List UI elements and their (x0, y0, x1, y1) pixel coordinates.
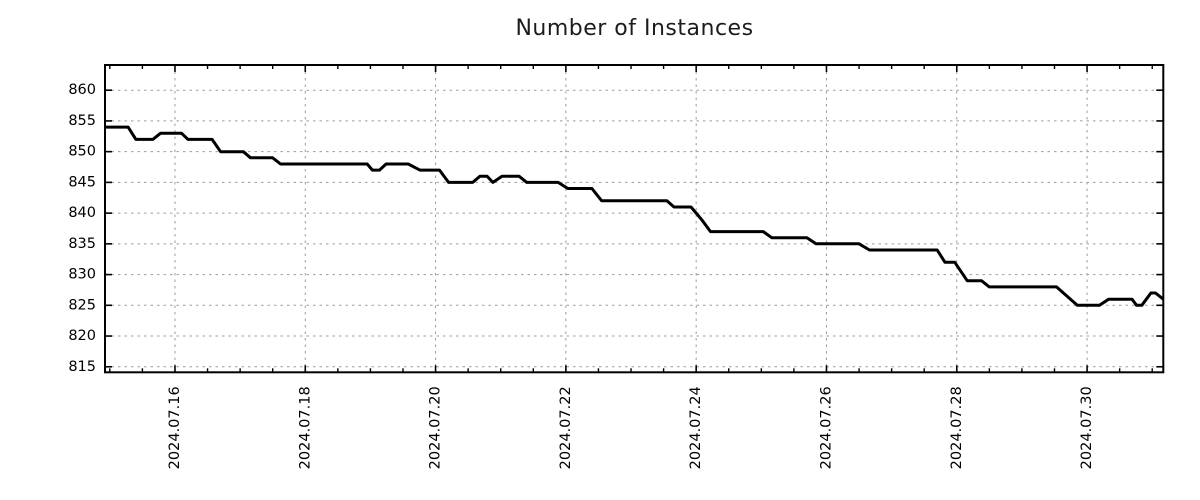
plot-border (104, 64, 1165, 374)
series-line (105, 125, 1165, 307)
y-tick-label: 855 (68, 113, 96, 129)
y-tick-label: 835 (68, 236, 96, 252)
x-tick-label: 2024.07.16 (167, 386, 183, 469)
chart-title: Number of Instances (515, 16, 754, 41)
x-tick-label: 2024.07.26 (818, 386, 834, 469)
y-tick-label: 830 (68, 267, 96, 283)
y-tick-label: 815 (68, 359, 96, 375)
y-tick-label: 825 (68, 297, 96, 313)
x-tick-label: 2024.07.30 (1079, 386, 1095, 469)
x-tick-label: 2024.07.28 (949, 386, 965, 469)
x-tick-label: 2024.07.24 (688, 386, 704, 469)
x-tick-label: 2024.07.18 (297, 386, 313, 469)
y-tick-label: 845 (68, 174, 96, 190)
y-tick-label: 820 (68, 328, 96, 344)
y-tick-label: 850 (68, 144, 96, 160)
x-tick-label: 2024.07.22 (558, 386, 574, 469)
x-tick-label: 2024.07.20 (428, 386, 444, 469)
y-tick-label: 860 (68, 82, 96, 98)
y-tick-label: 840 (68, 205, 96, 221)
